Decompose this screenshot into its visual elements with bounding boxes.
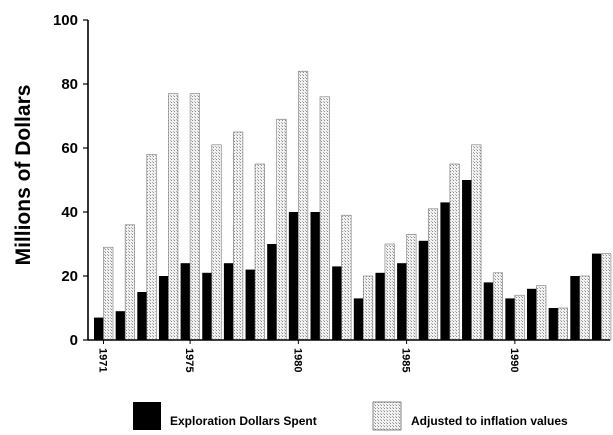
legend: Exploration Dollars Spent Adjusted to in…	[133, 401, 568, 431]
bar-exploration	[548, 308, 559, 340]
bar-inflation-adjusted	[514, 294, 525, 341]
bar-inflation-adjusted	[427, 208, 439, 341]
bar-inflation-adjusted	[233, 131, 244, 341]
bar-inflation-adjusted	[103, 246, 114, 341]
y-tick-label: 20	[61, 268, 78, 285]
bar-inflation-adjusted	[211, 144, 222, 341]
bar-inflation-adjusted	[124, 224, 135, 341]
bar-exploration	[115, 311, 126, 340]
bar-inflation-adjusted	[298, 70, 309, 341]
bar-inflation-adjusted	[449, 163, 460, 341]
y-tick-label: 100	[53, 12, 78, 29]
x-axis-ticks: 197119751980198519901995	[97, 340, 520, 372]
bar-inflation-adjusted	[189, 93, 200, 341]
x-tick-label: 1975	[183, 348, 195, 372]
bar-inflation-adjusted	[276, 118, 287, 341]
bar-exploration	[94, 317, 104, 340]
bar-exploration	[462, 180, 472, 340]
bar-exploration	[527, 288, 537, 340]
x-tick-label: 1990	[508, 348, 520, 372]
bar-inflation-adjusted	[601, 253, 612, 341]
bars	[94, 70, 612, 341]
y-tick-label: 60	[61, 140, 78, 157]
bar-inflation-adjusted	[492, 272, 504, 341]
bar-inflation-adjusted	[168, 93, 179, 341]
bar-exploration	[267, 244, 277, 340]
bar-inflation-adjusted	[557, 307, 568, 341]
bar-exploration	[570, 276, 580, 340]
bar-exploration	[310, 212, 320, 340]
y-axis-ticks: 0 20 40 60 80 100	[53, 12, 88, 349]
legend-label-exploration: Exploration Dollars Spent	[170, 414, 317, 428]
bar-inflation-adjusted	[362, 275, 374, 341]
legend-swatch-inflation	[372, 401, 402, 431]
bar-exploration	[375, 272, 385, 340]
bar-exploration	[223, 263, 234, 340]
bar-exploration	[137, 292, 147, 340]
y-axis-label: Millions of Dollars	[12, 85, 35, 266]
bar-inflation-adjusted	[319, 96, 330, 341]
legend-swatch-exploration	[133, 402, 161, 430]
axes	[87, 20, 610, 341]
bar-inflation-adjusted	[406, 234, 417, 341]
x-tick-label: 1985	[400, 348, 412, 372]
bar-exploration	[288, 212, 299, 340]
bar-exploration	[505, 298, 515, 340]
y-tick-label: 80	[61, 76, 78, 93]
bar-inflation-adjusted	[471, 144, 482, 341]
bar-inflation-adjusted	[341, 214, 352, 341]
bar-inflation-adjusted	[384, 243, 395, 341]
bar-exploration	[591, 253, 602, 340]
bar-exploration	[440, 202, 450, 340]
bar-exploration	[483, 282, 494, 340]
bar-exploration	[245, 269, 256, 340]
bar-exploration	[180, 263, 191, 340]
bar-inflation-adjusted	[536, 285, 547, 341]
legend-label-inflation: Adjusted to inflation values	[411, 414, 568, 428]
y-tick-label: 0	[70, 332, 78, 349]
bar-exploration	[158, 276, 169, 340]
y-tick-label: 40	[61, 204, 78, 221]
bar-exploration	[418, 240, 429, 340]
x-tick-label: 1971	[97, 348, 109, 372]
bar-inflation-adjusted	[146, 154, 157, 341]
bar-exploration	[202, 272, 212, 340]
bar-exploration	[353, 298, 364, 340]
bar-inflation-adjusted	[579, 275, 590, 341]
bar-inflation-adjusted	[254, 163, 265, 341]
bar-exploration	[332, 266, 342, 340]
x-tick-label: 1980	[291, 348, 303, 372]
bar-exploration	[397, 263, 407, 340]
